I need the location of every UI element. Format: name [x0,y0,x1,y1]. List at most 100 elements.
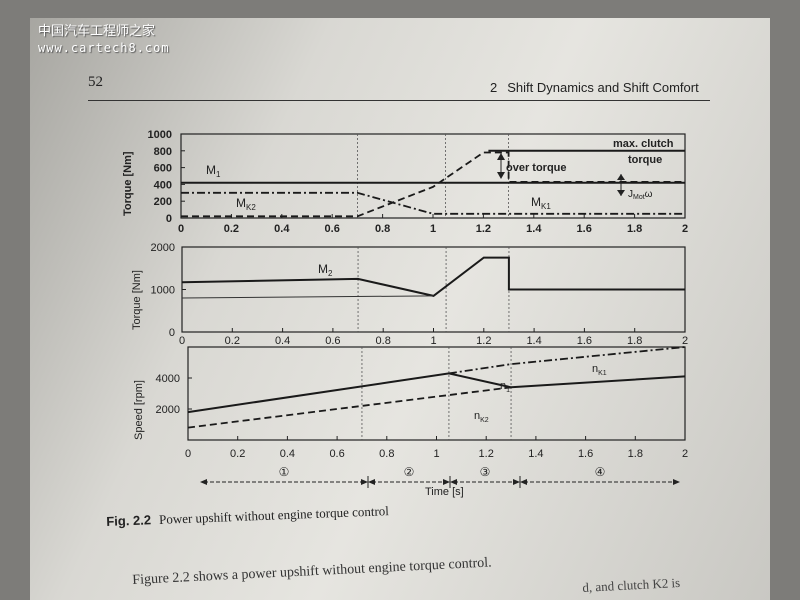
phase-arrow-head [673,479,680,485]
x-tick-label: 1.4 [526,223,542,235]
x-tick-label: 0.8 [375,223,390,235]
chapter-title: Shift Dynamics and Shift Comfort [507,80,699,95]
x-tick-label: 1 [430,335,436,347]
x-tick-label: 2 [682,223,688,235]
panel3-gridlines [361,347,512,440]
y-tick-label: 2000 [151,242,175,254]
x-tick-label: 2 [682,448,688,460]
panel3-ylabel: Speed [rpm] [133,380,145,440]
jmot-arrow [617,174,625,196]
x-tick-label: 1.8 [627,335,642,347]
phase-arrow-head [200,479,207,485]
panel1-gridlines [356,134,510,218]
x-tick-label: 0.4 [280,448,295,460]
x-tick-label: 1.8 [627,223,642,235]
phase-label: ② [404,465,415,479]
panel2-series [181,256,685,299]
panel2-gridlines [357,247,510,332]
x-tick-label: 1.6 [577,223,592,235]
panel3-frame [187,346,686,441]
series-mk2 [181,191,685,215]
phase-arrow-head [520,479,527,485]
x-tick-label: 1.6 [578,448,593,460]
phase-label: ④ [595,465,606,479]
x-tick-label: 0 [178,223,184,235]
x-tick-label: 0.2 [230,448,245,460]
panel3-series [187,346,686,429]
mk2-label: MK2 [236,196,256,212]
torque-word-label: torque [628,154,662,166]
x-tick-label: 0.4 [274,223,290,235]
x-tick-label: 0 [179,335,185,347]
x-tick-label: 0.6 [325,335,340,347]
phase-label: ③ [480,465,491,479]
phase-arrow-head [443,479,450,485]
panel1-series [181,149,685,218]
x-tick-label: 1.2 [476,335,491,347]
x-tick-label: 1 [430,223,436,235]
y-tick-label: 600 [154,163,172,175]
max-clutch-label: max. clutch [613,138,674,150]
x-tick-label: 0.6 [329,448,344,460]
x-tick-label: 0.4 [275,335,290,347]
over-torque-arrow [497,153,505,179]
panel1-frame [180,133,686,219]
x-tick-label: 0.8 [376,335,391,347]
header-rule [88,100,710,101]
x-tick-label: 1.4 [526,335,541,347]
x-tick-label: 0.2 [224,223,239,235]
x-tick-label: 0.6 [325,223,340,235]
panel2-ticks: 0 0.2 0.4 0.6 0.8 1 1.2 1.4 1.6 1.8 2 0 1000 2000 [151,242,689,347]
y-tick-label: 1000 [151,285,175,297]
nk1-label: nK1 [592,363,607,377]
y-tick-label: 200 [154,196,172,208]
chapter-number: 2 [490,80,498,95]
y-tick-label: 1000 [148,129,172,141]
phase-arrow-head [368,479,375,485]
x-tick-label: 1.4 [528,448,543,460]
page-number: 52 [88,74,103,90]
watermark: 中国汽车工程师之家 www.cartech8.com [38,24,170,56]
panel2-ylabel: Torque [Nm] [131,270,143,330]
m1-label: M1 [206,163,221,179]
x-tick-label: 1.2 [479,448,494,460]
y-tick-label: 800 [154,146,172,158]
y-tick-label: 4000 [156,373,180,385]
watermark-url: www.cartech8.com [38,41,170,55]
y-tick-label: 400 [154,179,172,191]
series-m2 [181,256,685,297]
x-tick-label: 0 [185,448,191,460]
phase-label: ① [279,465,290,479]
x-tick-label: 1.8 [628,448,643,460]
m2-label: M2 [318,262,333,278]
panel1-ylabel: Torque [Nm] [122,151,134,216]
panel1-ticks: 0 0.2 0.4 0.6 0.8 1 1.2 1.4 1.6 1.8 2 0 200 400 600 800… [148,129,689,235]
nk2-label: nK2 [474,410,489,424]
y-tick-label: 0 [166,213,172,225]
phase-arrow-head [361,479,368,485]
x-tick-label: 1.6 [577,335,592,347]
over-torque-label: over torque [506,162,567,174]
x-tick-label: 0.2 [225,335,240,347]
phase-arrows: ① ② ③ ④ [200,465,680,488]
chapter-heading: 2 Shift Dynamics and Shift Comfort [490,80,699,95]
phase-arrow-head [450,479,457,485]
watermark-cn: 中国汽车工程师之家 [38,24,156,39]
series-mk1 [181,151,685,218]
x-tick-label: 2 [682,335,688,347]
series-nk2 [187,386,512,429]
panel2-reference-line [181,295,434,299]
series-nk1 [448,346,686,375]
jmot-omega-label: JMotω [628,189,653,201]
book-page: 中国汽车工程师之家 www.cartech8.com [30,18,770,600]
time-axis-label: Time [s] [425,486,464,498]
x-tick-label: 0.8 [379,448,394,460]
x-tick-label: 1 [433,448,439,460]
series-n1 [187,372,686,414]
phase-arrow-head [513,479,520,485]
y-tick-label: 2000 [156,404,180,416]
y-tick-label: 0 [169,327,175,339]
n1-label: n1 [500,380,510,394]
panel3-ticks: 0 0.2 0.4 0.6 0.8 1 1.2 1.4 1.6 1.8 2 2000 4000 [156,373,689,460]
